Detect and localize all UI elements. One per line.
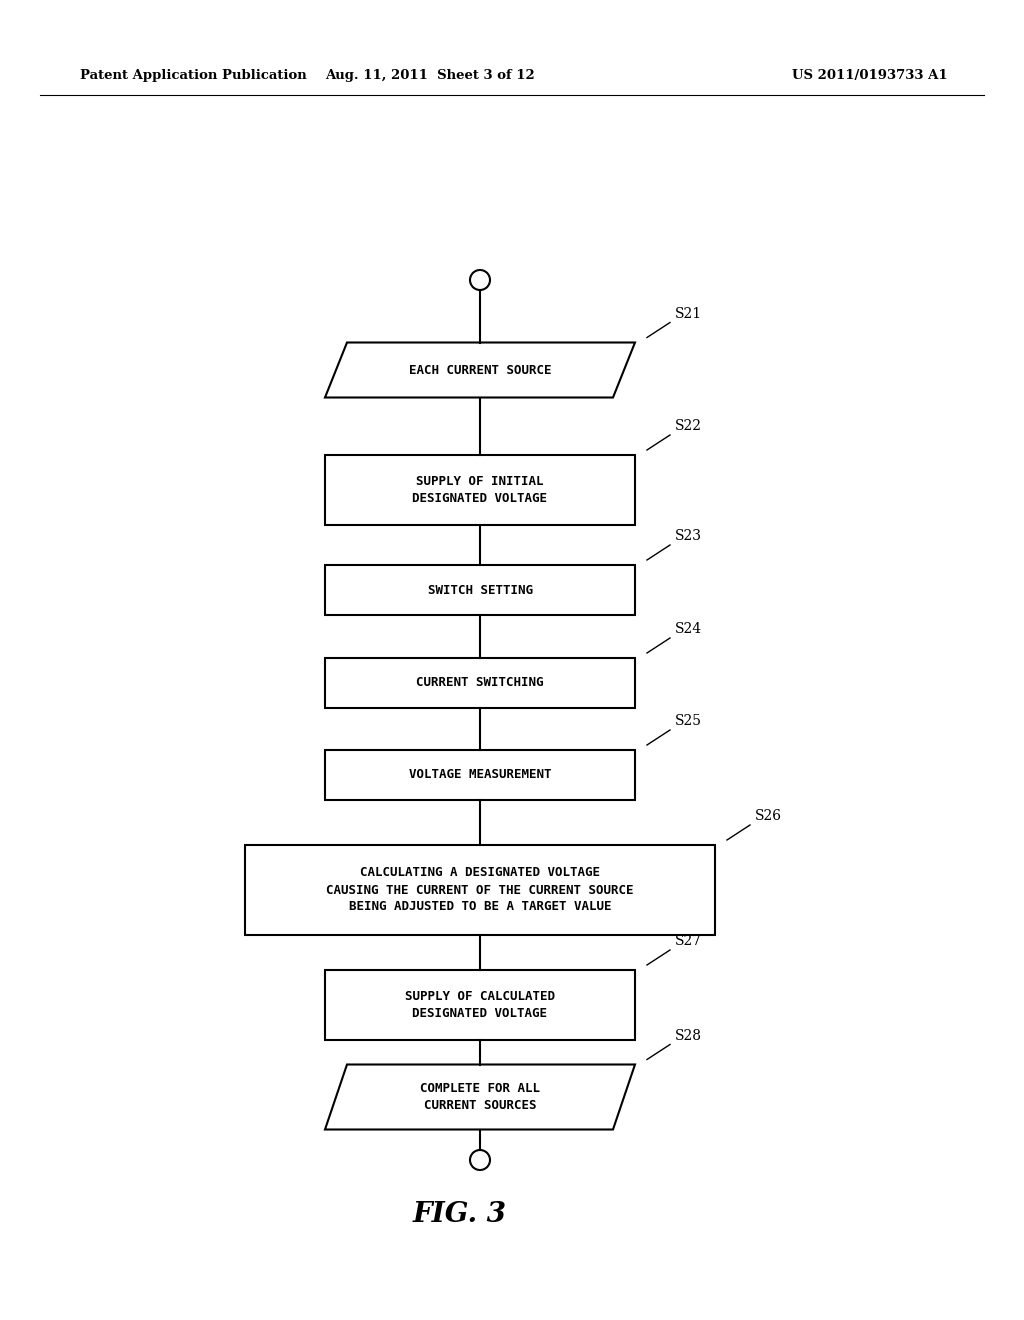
Text: Patent Application Publication: Patent Application Publication bbox=[80, 69, 307, 82]
Text: SUPPLY OF INITIAL
DESIGNATED VOLTAGE: SUPPLY OF INITIAL DESIGNATED VOLTAGE bbox=[413, 475, 548, 506]
Text: VOLTAGE MEASUREMENT: VOLTAGE MEASUREMENT bbox=[409, 768, 551, 781]
Text: Aug. 11, 2011  Sheet 3 of 12: Aug. 11, 2011 Sheet 3 of 12 bbox=[326, 69, 535, 82]
Text: US 2011/0193733 A1: US 2011/0193733 A1 bbox=[793, 69, 948, 82]
Text: FIG. 3: FIG. 3 bbox=[413, 1201, 507, 1229]
Text: S25: S25 bbox=[675, 714, 702, 729]
Text: S23: S23 bbox=[675, 529, 702, 543]
Text: CALCULATING A DESIGNATED VOLTAGE
CAUSING THE CURRENT OF THE CURRENT SOURCE
BEING: CALCULATING A DESIGNATED VOLTAGE CAUSING… bbox=[327, 866, 634, 913]
Text: S21: S21 bbox=[675, 306, 702, 321]
Text: S22: S22 bbox=[675, 418, 702, 433]
Text: CURRENT SWITCHING: CURRENT SWITCHING bbox=[416, 676, 544, 689]
Text: S24: S24 bbox=[675, 622, 702, 636]
Text: SUPPLY OF CALCULATED
DESIGNATED VOLTAGE: SUPPLY OF CALCULATED DESIGNATED VOLTAGE bbox=[406, 990, 555, 1020]
Text: S27: S27 bbox=[675, 935, 702, 948]
Text: S26: S26 bbox=[755, 809, 782, 822]
Text: COMPLETE FOR ALL
CURRENT SOURCES: COMPLETE FOR ALL CURRENT SOURCES bbox=[420, 1082, 540, 1111]
Text: EACH CURRENT SOURCE: EACH CURRENT SOURCE bbox=[409, 363, 551, 376]
Text: SWITCH SETTING: SWITCH SETTING bbox=[427, 583, 532, 597]
Text: S28: S28 bbox=[675, 1028, 702, 1043]
